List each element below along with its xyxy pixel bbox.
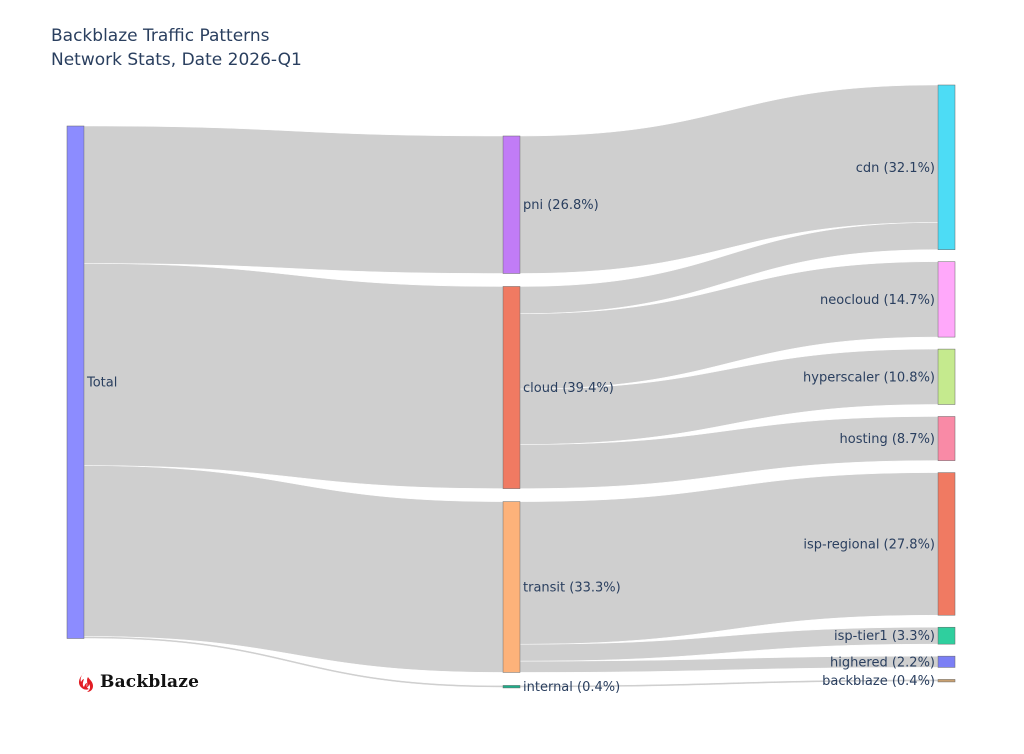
- node-label-isp_regional: isp-regional (27.8%): [803, 537, 935, 552]
- node-label-pni: pni (26.8%): [523, 198, 599, 213]
- node-label-cloud: cloud (39.4%): [523, 381, 614, 396]
- node-total[interactable]: [66, 125, 85, 639]
- node-cloud[interactable]: [502, 286, 521, 489]
- chart-title: Backblaze Traffic Patterns: [51, 26, 270, 46]
- link-total-cloud[interactable]: [83, 263, 504, 489]
- node-isp_tier1[interactable]: [937, 626, 956, 645]
- flame-icon: [78, 672, 93, 692]
- node-label-isp_tier1: isp-tier1 (3.3%): [834, 629, 935, 644]
- node-internal[interactable]: [502, 685, 521, 689]
- link-total-pni[interactable]: [83, 125, 504, 274]
- node-pni[interactable]: [502, 135, 521, 274]
- node-neocloud[interactable]: [937, 261, 956, 338]
- link-total-transit[interactable]: [83, 465, 504, 673]
- node-label-cdn: cdn (32.1%): [856, 161, 935, 176]
- node-label-transit: transit (33.3%): [523, 581, 621, 596]
- logo-text: Backblaze: [100, 672, 200, 692]
- node-transit[interactable]: [502, 501, 521, 673]
- node-highered[interactable]: [937, 655, 956, 668]
- node-label-neocloud: neocloud (14.7%): [820, 293, 935, 308]
- node-cdn[interactable]: [937, 84, 956, 250]
- node-label-backblaze: backblaze (0.4%): [822, 674, 935, 689]
- node-isp_regional[interactable]: [937, 472, 956, 616]
- chart-subtitle: Network Stats, Date 2026-Q1: [51, 50, 302, 70]
- node-label-internal: internal (0.4%): [523, 680, 620, 695]
- node-hosting[interactable]: [937, 416, 956, 461]
- node-backblaze[interactable]: [937, 679, 956, 683]
- backblaze-logo: Backblaze: [78, 671, 199, 693]
- link-transit-isp_regional[interactable]: [519, 472, 939, 645]
- node-label-hyperscaler: hyperscaler (10.8%): [803, 370, 935, 385]
- node-label-total: Total: [86, 376, 117, 391]
- node-hyperscaler[interactable]: [937, 348, 956, 405]
- node-label-highered: highered (2.2%): [830, 655, 935, 670]
- node-label-hosting: hosting (8.7%): [840, 432, 935, 447]
